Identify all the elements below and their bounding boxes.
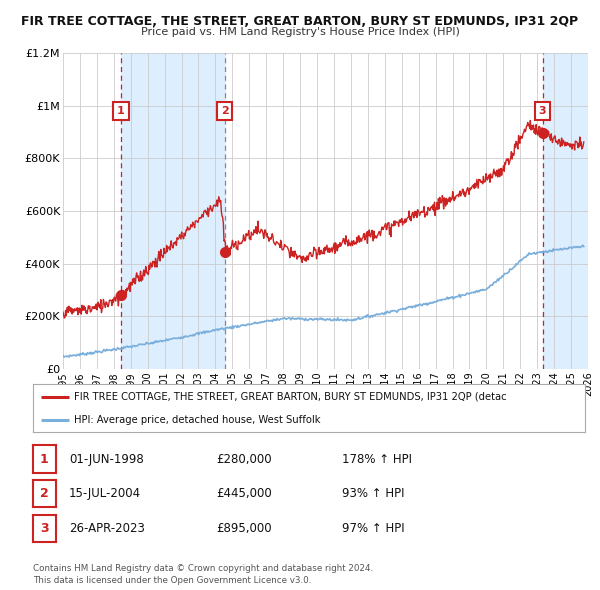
Text: FIR TREE COTTAGE, THE STREET, GREAT BARTON, BURY ST EDMUNDS, IP31 2QP: FIR TREE COTTAGE, THE STREET, GREAT BART… [22,15,578,28]
Text: FIR TREE COTTAGE, THE STREET, GREAT BARTON, BURY ST EDMUNDS, IP31 2QP (detac: FIR TREE COTTAGE, THE STREET, GREAT BART… [74,392,507,402]
Text: 15-JUL-2004: 15-JUL-2004 [69,487,141,500]
Bar [121,53,224,369]
Text: 26-APR-2023: 26-APR-2023 [69,522,145,535]
Text: 1: 1 [40,453,49,466]
Bar [542,53,588,369]
Text: 2: 2 [40,487,49,500]
Text: HPI: Average price, detached house, West Suffolk: HPI: Average price, detached house, West… [74,415,321,425]
Text: 93% ↑ HPI: 93% ↑ HPI [342,487,404,500]
Text: 01-JUN-1998: 01-JUN-1998 [69,453,144,466]
Text: 1: 1 [117,106,125,116]
Text: £895,000: £895,000 [216,522,272,535]
Text: £280,000: £280,000 [216,453,272,466]
Bar [542,53,588,369]
Text: 3: 3 [539,106,547,116]
Text: 2: 2 [221,106,229,116]
Text: Contains HM Land Registry data © Crown copyright and database right 2024.
This d: Contains HM Land Registry data © Crown c… [33,565,373,585]
Text: 97% ↑ HPI: 97% ↑ HPI [342,522,404,535]
Text: 178% ↑ HPI: 178% ↑ HPI [342,453,412,466]
Text: 3: 3 [40,522,49,535]
Text: £445,000: £445,000 [216,487,272,500]
Text: Price paid vs. HM Land Registry's House Price Index (HPI): Price paid vs. HM Land Registry's House … [140,27,460,37]
